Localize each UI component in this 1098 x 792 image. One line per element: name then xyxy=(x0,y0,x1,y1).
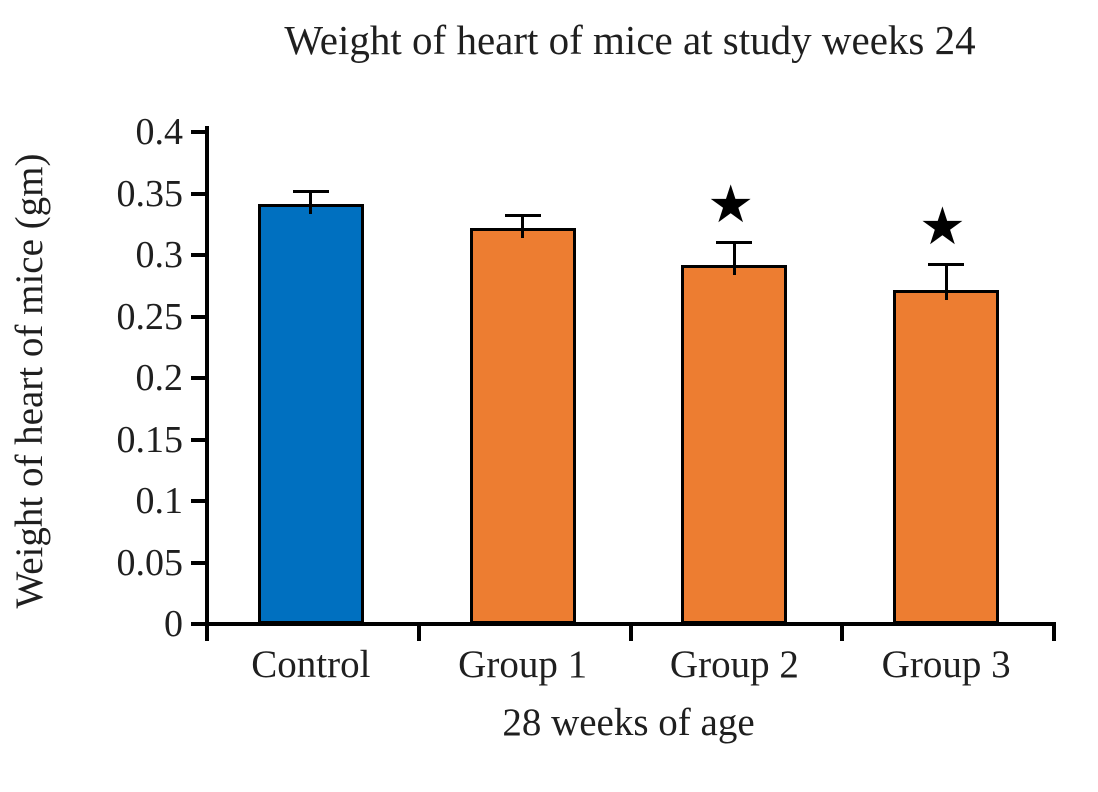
y-tick-label: 0.25 xyxy=(116,295,184,338)
error-bar-line xyxy=(732,243,736,276)
x-axis-line xyxy=(205,622,1056,626)
y-axis-title: Weight of heart of mice (gm) xyxy=(8,153,51,609)
y-tick-label: 0.05 xyxy=(116,541,184,584)
bar-group-1 xyxy=(469,228,576,624)
bar-control xyxy=(257,203,364,624)
y-tick-label: 0 xyxy=(164,603,183,645)
significance-star-icon: ★ xyxy=(707,175,754,236)
error-bar-cap xyxy=(292,189,329,193)
x-tick-mark xyxy=(416,626,421,641)
x-category-label: Control xyxy=(251,643,371,686)
y-tick-mark xyxy=(191,314,205,319)
y-tick-label: 0.35 xyxy=(116,172,184,215)
x-category-label: Group 2 xyxy=(669,643,799,686)
y-tick-mark xyxy=(191,499,205,503)
error-bar-cap xyxy=(716,241,753,245)
bar-group-2 xyxy=(681,265,788,624)
x-tick-mark xyxy=(628,626,633,641)
y-tick-label: 0.2 xyxy=(135,357,184,399)
y-tick-label: 0.15 xyxy=(116,418,184,461)
y-tick-label: 0.1 xyxy=(135,480,184,522)
y-tick-mark xyxy=(191,560,205,565)
x-axis-title: 28 weeks of age xyxy=(502,701,755,744)
y-tick-mark xyxy=(191,130,205,134)
error-bar-line xyxy=(309,191,313,214)
y-tick-mark xyxy=(191,253,205,257)
x-tick-mark xyxy=(205,626,209,641)
error-bar-cap xyxy=(504,214,541,218)
x-category-label: Group 1 xyxy=(458,643,588,686)
bar-group-3 xyxy=(893,289,1000,624)
error-bar-line xyxy=(944,265,948,300)
y-tick-mark xyxy=(191,376,205,380)
y-tick-mark xyxy=(191,437,205,442)
x-category-label: Group 3 xyxy=(881,643,1011,686)
chart-title: Weight of heart of mice at study weeks 2… xyxy=(284,17,976,63)
x-tick-mark xyxy=(840,626,845,641)
significance-star-icon: ★ xyxy=(919,197,966,258)
y-tick-mark xyxy=(191,191,205,196)
error-bar-cap xyxy=(928,263,965,267)
y-tick-label: 0.4 xyxy=(135,111,184,153)
y-axis-line xyxy=(205,126,209,626)
y-tick-mark xyxy=(191,622,205,626)
x-tick-mark xyxy=(1052,626,1056,641)
error-bar-line xyxy=(521,216,525,239)
y-tick-label: 0.3 xyxy=(135,234,184,276)
